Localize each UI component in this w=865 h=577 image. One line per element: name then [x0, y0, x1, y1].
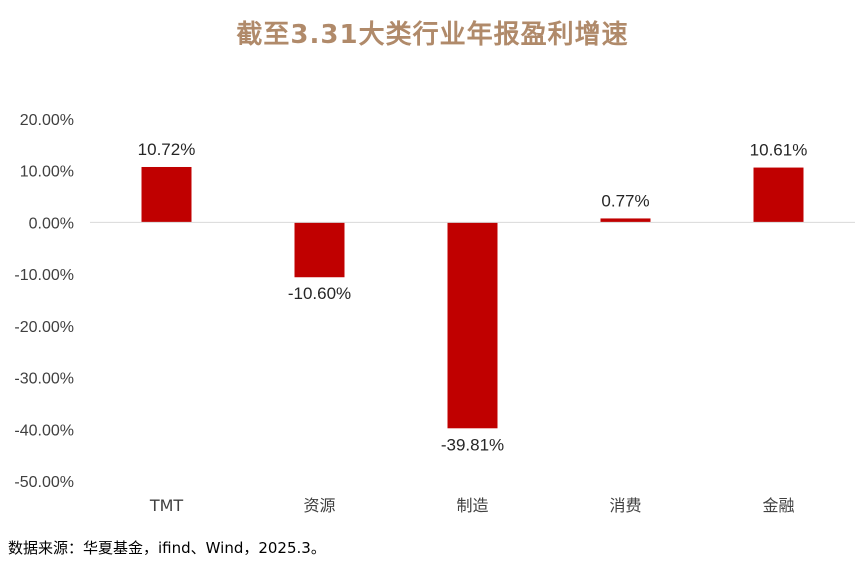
- data-label: 0.77%: [601, 191, 649, 210]
- bar-3: [447, 222, 498, 429]
- data-label: 10.72%: [138, 140, 196, 159]
- y-tick-label: -10.00%: [14, 267, 74, 284]
- y-tick-label: -40.00%: [14, 422, 74, 439]
- y-tick-label: 0.00%: [29, 215, 74, 232]
- x-axis: TMT 资源 制造 消费 金融: [149, 496, 795, 515]
- y-tick-label: 20.00%: [20, 112, 74, 129]
- x-category-label: 资源: [303, 496, 335, 515]
- data-labels: 10.72% -10.60% -39.81% 0.77% 10.61%: [138, 140, 808, 454]
- y-tick-label: -20.00%: [14, 319, 74, 336]
- y-axis: 20.00% 10.00% 0.00% -10.00% -20.00% -30.00% -4…: [14, 112, 74, 491]
- bar-4: [600, 218, 651, 223]
- bars: [141, 166, 804, 429]
- y-tick-label: -50.00%: [14, 474, 74, 491]
- y-tick-label: 10.00%: [20, 164, 74, 181]
- bar-1: [141, 166, 192, 223]
- data-label: -39.81%: [441, 435, 504, 454]
- bar-2: [294, 222, 345, 278]
- source-note: 数据来源：华夏基金，ifind、Wind，2025.3。: [8, 539, 326, 557]
- y-tick-label: -30.00%: [14, 371, 74, 388]
- bar-5: [753, 167, 804, 223]
- x-category-label: 制造: [456, 496, 488, 515]
- chart-title: 截至3.31大类行业年报盈利增速: [236, 20, 629, 50]
- x-category-label: 金融: [762, 496, 794, 515]
- data-label: 10.61%: [750, 141, 808, 160]
- data-label: -10.60%: [288, 284, 351, 303]
- x-category-label: TMT: [149, 496, 184, 515]
- x-category-label: 消费: [609, 496, 641, 515]
